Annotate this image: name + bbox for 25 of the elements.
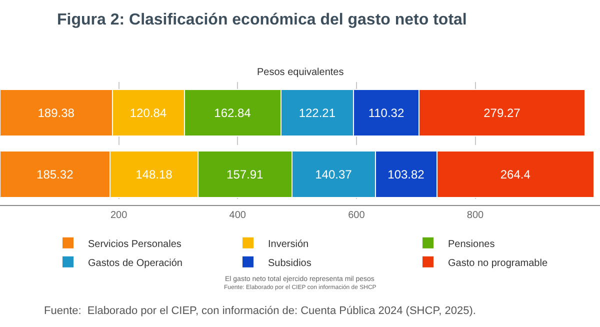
x-tick-label: 600: [348, 210, 366, 221]
x-tick-label: 200: [110, 210, 128, 221]
x-tick-label: 800: [466, 210, 484, 221]
source-note: Fuente: Elaborado por el CIEP, con información de: Cuenta Pública 2024 (SHCP, 2025).: [44, 305, 476, 317]
x-tick-label: 400: [229, 210, 246, 221]
legend-label: Servicios Personales: [88, 238, 182, 250]
data-label: 157.91: [226, 167, 264, 182]
legend-label: Inversión: [268, 238, 309, 250]
chart-title: Figura 2: Clasificación económica del gasto neto total: [57, 11, 467, 28]
data-label: 264.4: [500, 167, 531, 182]
data-label: 140.37: [315, 167, 352, 182]
data-label: 189.38: [38, 106, 75, 120]
legend-label: Gastos de Operación: [88, 258, 182, 269]
data-label: 162.84: [214, 106, 252, 120]
data-label: 103.82: [388, 167, 425, 182]
legend-label: Gasto no programable: [448, 258, 548, 269]
chart-subtitle: Pesos equivalentes: [257, 67, 344, 78]
data-label: 110.32: [368, 106, 404, 120]
data-label: 122.21: [298, 106, 336, 120]
data-label: 279.27: [484, 106, 521, 120]
legend-label: Pensiones: [448, 238, 495, 250]
legend-label: Subsidios: [268, 258, 312, 269]
data-label: 120.84: [130, 106, 167, 120]
data-label: 185.32: [36, 167, 74, 182]
data-label: 148.18: [136, 167, 173, 182]
